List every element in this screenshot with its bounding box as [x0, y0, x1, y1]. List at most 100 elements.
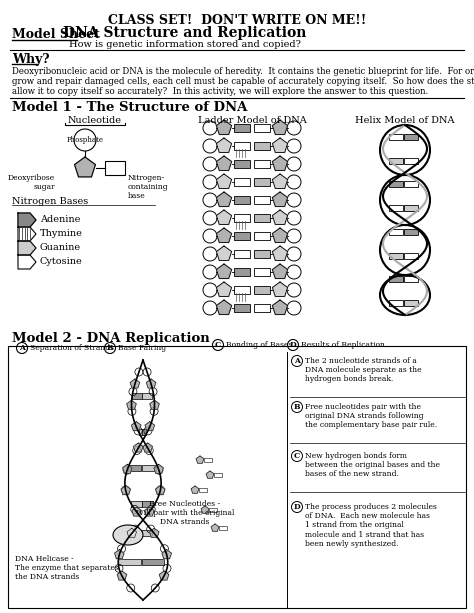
Text: DNA Structure and Replication: DNA Structure and Replication: [64, 26, 307, 40]
Polygon shape: [191, 486, 199, 493]
Text: Cytosine: Cytosine: [40, 257, 83, 267]
Polygon shape: [115, 550, 124, 558]
Bar: [390, 134, 403, 140]
Bar: [142, 465, 155, 471]
Polygon shape: [217, 120, 232, 134]
Polygon shape: [211, 524, 219, 531]
Bar: [254, 214, 270, 222]
Text: Nitrogen-
containing
base: Nitrogen- containing base: [128, 174, 169, 200]
Bar: [404, 229, 418, 235]
Text: Nitrogen Bases: Nitrogen Bases: [12, 197, 88, 206]
Bar: [254, 250, 270, 258]
Text: Separation of Strands: Separation of Strands: [30, 344, 114, 352]
Polygon shape: [273, 228, 288, 243]
Text: New hydrogen bonds form
between the original bases and the
bases of the new stra: New hydrogen bonds form between the orig…: [305, 452, 440, 478]
Polygon shape: [18, 241, 36, 255]
Text: How is genetic information stored and copied?: How is genetic information stored and co…: [69, 40, 301, 49]
Polygon shape: [132, 507, 141, 516]
Bar: [234, 250, 250, 258]
Polygon shape: [145, 422, 155, 431]
Bar: [204, 458, 212, 462]
Polygon shape: [162, 550, 172, 558]
Text: Results of Replication: Results of Replication: [301, 341, 385, 349]
Polygon shape: [18, 213, 36, 227]
Text: Phosphate: Phosphate: [66, 136, 103, 144]
Ellipse shape: [113, 525, 143, 545]
Bar: [390, 253, 403, 259]
Polygon shape: [217, 264, 232, 278]
Polygon shape: [273, 300, 288, 314]
Text: A: A: [294, 357, 300, 365]
Bar: [209, 508, 217, 512]
Bar: [234, 286, 250, 294]
Polygon shape: [217, 210, 232, 224]
Bar: [234, 214, 250, 222]
Text: A: A: [19, 344, 25, 352]
Text: B: B: [294, 403, 300, 411]
Polygon shape: [273, 120, 288, 134]
Text: Deoxyribonucleic acid or DNA is the molecule of heredity.  It contains the genet: Deoxyribonucleic acid or DNA is the mole…: [12, 67, 474, 76]
Bar: [254, 304, 270, 312]
Bar: [234, 196, 250, 204]
Polygon shape: [127, 400, 136, 409]
Bar: [390, 300, 403, 306]
Text: Model 2 - DNA Replication: Model 2 - DNA Replication: [12, 332, 210, 345]
Polygon shape: [217, 246, 232, 261]
Bar: [234, 178, 250, 186]
Bar: [404, 181, 418, 188]
Text: C: C: [215, 341, 221, 349]
Bar: [219, 526, 227, 530]
Polygon shape: [74, 157, 95, 177]
Polygon shape: [18, 227, 36, 241]
Polygon shape: [130, 379, 140, 388]
Text: D: D: [293, 503, 301, 511]
Bar: [142, 530, 152, 536]
Bar: [404, 158, 418, 164]
Text: C: C: [294, 452, 300, 460]
Polygon shape: [217, 192, 232, 207]
Text: Adenine: Adenine: [40, 216, 81, 224]
Polygon shape: [149, 528, 159, 538]
Polygon shape: [273, 192, 288, 207]
Polygon shape: [217, 138, 232, 153]
Polygon shape: [273, 174, 288, 188]
Text: DNA Helicase -
The enzyme that separates
the DNA strands: DNA Helicase - The enzyme that separates…: [15, 555, 119, 581]
Text: CLASS SET!  DON'T WRITE ON ME!!: CLASS SET! DON'T WRITE ON ME!!: [108, 14, 366, 27]
Polygon shape: [273, 156, 288, 170]
Bar: [139, 429, 143, 435]
Bar: [390, 205, 403, 211]
Bar: [105, 161, 125, 175]
Text: D: D: [290, 341, 296, 349]
Bar: [142, 501, 153, 507]
Polygon shape: [273, 210, 288, 224]
Polygon shape: [159, 571, 169, 580]
Bar: [118, 558, 140, 565]
Text: Thymine: Thymine: [40, 229, 83, 238]
Polygon shape: [273, 138, 288, 153]
Polygon shape: [134, 443, 143, 452]
Bar: [132, 530, 142, 536]
Bar: [404, 300, 418, 306]
Bar: [128, 465, 141, 471]
Text: The 2 nucleotide strands of a
DNA molecule separate as the
hydrogen bonds break.: The 2 nucleotide strands of a DNA molecu…: [305, 357, 422, 383]
Text: Guanine: Guanine: [40, 243, 81, 253]
Text: grow and repair damaged cells, each cell must be capable of accurately copying i: grow and repair damaged cells, each cell…: [12, 77, 474, 86]
Text: B: B: [107, 344, 113, 352]
Polygon shape: [146, 379, 156, 388]
Polygon shape: [217, 174, 232, 188]
Text: Base Pairing: Base Pairing: [118, 344, 166, 352]
Bar: [390, 276, 403, 283]
Bar: [199, 488, 207, 492]
Bar: [404, 276, 418, 283]
Polygon shape: [145, 507, 154, 516]
Polygon shape: [150, 400, 159, 409]
Bar: [254, 178, 270, 186]
Bar: [254, 160, 270, 168]
Bar: [404, 134, 418, 140]
Polygon shape: [123, 464, 132, 473]
Polygon shape: [273, 282, 288, 297]
Text: Free nucleotides pair with the
original DNA strands following
the complementary : Free nucleotides pair with the original …: [305, 403, 437, 429]
Bar: [8, 346, 466, 608]
Polygon shape: [217, 228, 232, 243]
Polygon shape: [155, 485, 165, 495]
